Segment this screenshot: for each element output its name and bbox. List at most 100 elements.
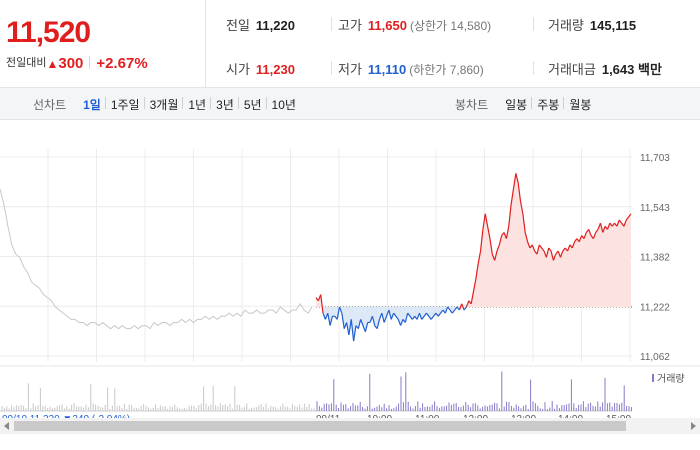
- down-area-fill: [316, 306, 631, 342]
- price-line-down-segment: [418, 312, 423, 320]
- price-line-up-segment: [484, 213, 489, 227]
- price-line-up-segment: [527, 241, 531, 249]
- candle-monthly[interactable]: 월봉: [563, 96, 596, 113]
- price-line-up-segment: [583, 232, 587, 239]
- price-line-down-segment: [378, 312, 383, 320]
- price-line-down-segment: [404, 313, 409, 323]
- price-line-down-segment: [435, 312, 439, 317]
- price-line-down-segment: [364, 322, 369, 332]
- price-line-down-segment: [390, 312, 395, 320]
- price-line-down-segment: [409, 315, 413, 320]
- price-line-up-segment: [618, 219, 623, 224]
- price-line-down-segment: [428, 315, 432, 320]
- change-row: 전일대비▲300 +2.67%: [6, 54, 148, 72]
- price-line-down-segment: [449, 309, 453, 314]
- price-line-down-segment: [433, 312, 437, 317]
- price-line-up-segment: [519, 201, 524, 214]
- volume-legend-swatch: [652, 374, 654, 382]
- price-line-down-segment: [376, 319, 381, 329]
- price-line-down-segment: [362, 325, 366, 332]
- price-line-up-segment: [515, 173, 519, 183]
- price-line-down-segment: [371, 316, 376, 326]
- y-tick-label: 11,703: [640, 153, 670, 164]
- price-line-down-segment: [454, 306, 458, 311]
- period-1y[interactable]: 1년: [182, 96, 211, 113]
- price-line-up-segment: [512, 173, 517, 190]
- price-line-up-segment: [545, 247, 550, 258]
- price-line-up-segment: [470, 291, 475, 304]
- price-line-down-segment: [336, 306, 341, 320]
- price-line-up-segment: [574, 238, 578, 243]
- y-tick-label: 11,222: [640, 302, 670, 313]
- price-line-up-segment: [566, 244, 571, 252]
- price-line-down-segment: [437, 312, 442, 317]
- change-percent: +2.67%: [96, 55, 148, 72]
- trade-value-stat: 거래대금 1,643 백만: [548, 59, 662, 78]
- period-3y[interactable]: 3년: [210, 96, 239, 113]
- price-line-down-segment: [341, 313, 345, 329]
- price-line-down-segment: [444, 306, 449, 314]
- volume-legend-label: 거래량: [657, 373, 685, 385]
- up-area-fill: [316, 173, 631, 307]
- price-line-down-segment: [440, 309, 444, 314]
- price-line-down-segment: [421, 315, 425, 320]
- period-3m[interactable]: 3개월: [143, 96, 184, 113]
- period-1d[interactable]: 1일: [83, 97, 101, 112]
- candle-daily[interactable]: 일봉: [505, 97, 528, 112]
- price-line-up-segment: [472, 278, 477, 292]
- volume-stat: 거래량 145,115: [548, 15, 636, 34]
- price-line-down-segment: [388, 309, 392, 320]
- price-line-up-segment: [628, 213, 632, 218]
- price-line-down-segment: [426, 312, 430, 317]
- price-line-up-segment: [491, 253, 496, 261]
- current-price: 11,520: [6, 16, 91, 49]
- price-line-down-segment: [451, 309, 456, 314]
- trade-value-label: 거래대금: [548, 62, 596, 77]
- price-line-down-segment: [447, 306, 451, 311]
- high-stat: 고가 11,650 (상한가 14,580): [338, 15, 491, 34]
- price-line-down-segment: [416, 312, 420, 320]
- price-line-up-segment: [538, 244, 543, 249]
- volume-label: 거래량: [548, 18, 584, 33]
- price-line-up-segment: [541, 247, 545, 252]
- candle-chart-options: 봉차트 일봉 주봉 월봉: [455, 88, 596, 120]
- candle-weekly[interactable]: 주봉: [531, 96, 564, 113]
- price-line-down-segment: [385, 309, 390, 317]
- divider: [331, 17, 332, 31]
- price-line-down-segment: [395, 315, 399, 320]
- open-stat: 시가 11,230: [226, 59, 295, 78]
- price-line-up-segment: [550, 250, 555, 261]
- price-line-up-segment: [524, 232, 529, 242]
- price-line-up-segment: [487, 226, 491, 239]
- price-box: 11,520 전일대비▲300 +2.67%: [0, 0, 206, 88]
- price-line-down-segment: [397, 319, 402, 326]
- price-line-up-segment: [498, 235, 503, 246]
- high-label: 고가: [338, 18, 362, 33]
- period-10y[interactable]: 10년: [265, 96, 301, 113]
- period-1w[interactable]: 1주일: [104, 96, 145, 113]
- up-arrow-icon: ▲: [46, 57, 59, 71]
- price-line-up-segment: [616, 219, 620, 227]
- price-line-up-segment: [494, 250, 498, 261]
- lower-limit: (하한가 7,860): [409, 63, 484, 77]
- price-line-down-segment: [423, 312, 427, 317]
- change-label: 전일대비: [6, 57, 47, 69]
- price-line-up-segment: [505, 226, 510, 239]
- low-label: 저가: [338, 62, 362, 77]
- price-line-up-segment: [543, 250, 547, 258]
- price-line-down-segment: [327, 313, 331, 326]
- prev-close-label: 전일: [226, 18, 250, 33]
- price-line-up-segment: [609, 222, 613, 227]
- upper-limit: (상한가 14,580): [409, 19, 492, 33]
- price-line-down-segment: [400, 319, 404, 326]
- scroll-right-icon: [691, 422, 696, 430]
- period-5y[interactable]: 5년: [237, 96, 267, 113]
- divider: [533, 61, 534, 75]
- price-line-up-segment: [320, 294, 324, 314]
- price-line-down-segment: [329, 316, 334, 326]
- price-line-up-segment: [489, 238, 493, 255]
- price-line-down-segment: [463, 306, 467, 311]
- change-amount: 300: [58, 55, 84, 72]
- y-tick-label: 11,062: [640, 352, 670, 363]
